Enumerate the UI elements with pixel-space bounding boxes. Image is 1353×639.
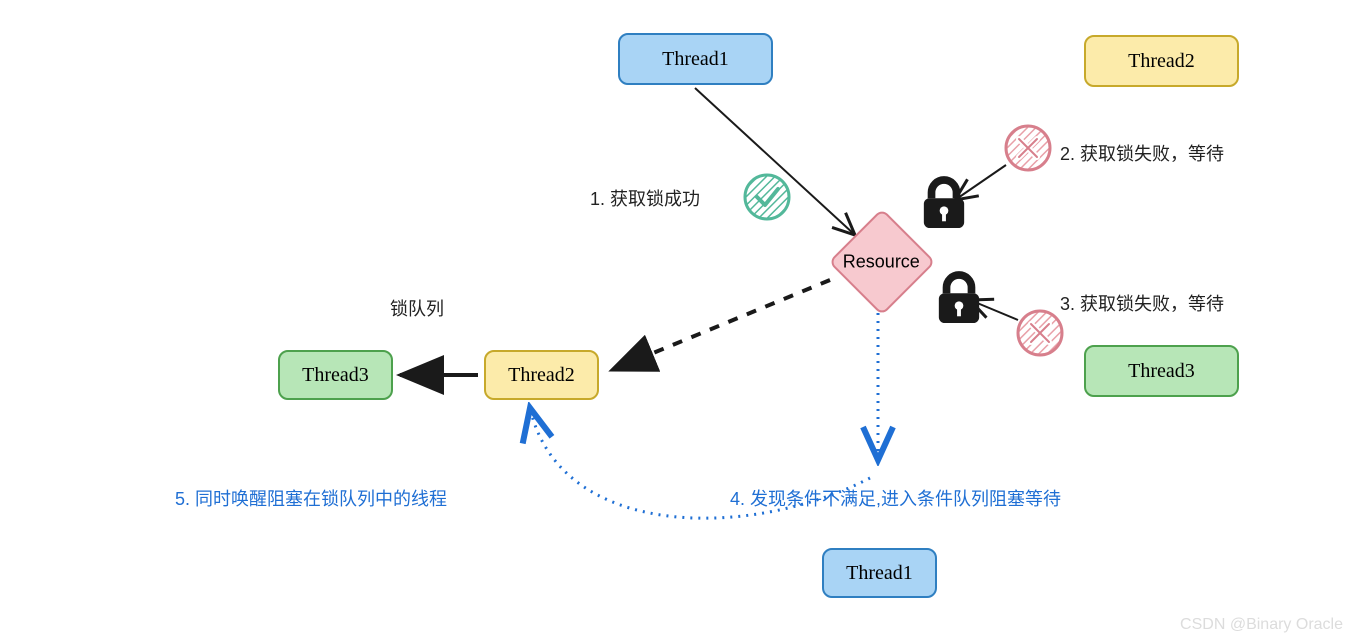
- diagram-svg: [0, 0, 1353, 639]
- label-l2: 2. 获取锁失败，等待: [1060, 140, 1224, 166]
- lock-icon-1: [924, 180, 964, 228]
- node-thread1_bot: Thread1: [822, 548, 937, 598]
- label-l4: 4. 发现条件不满足,进入条件队列阻塞等待: [730, 485, 1061, 511]
- label-l5: 5. 同时唤醒阻塞在锁队列中的线程: [175, 485, 447, 511]
- label-l1: 1. 获取锁成功: [590, 185, 700, 211]
- label-l3: 3. 获取锁失败，等待: [1060, 290, 1224, 316]
- resource-label: Resource: [843, 252, 920, 273]
- cross-icon-1: [1006, 126, 1050, 170]
- label-queue_title: 锁队列: [390, 295, 444, 321]
- check-icon: [745, 175, 789, 219]
- lock-icon-2: [939, 275, 979, 323]
- node-thread1_top: Thread1: [618, 33, 773, 85]
- watermark: CSDN @Binary Oracle: [1180, 616, 1343, 634]
- node-thread2_top: Thread2: [1084, 35, 1239, 87]
- cross-icon-2: [1018, 311, 1062, 355]
- node-thread3_q: Thread3: [278, 350, 393, 400]
- node-thread3_right: Thread3: [1084, 345, 1239, 397]
- node-thread2_q: Thread2: [484, 350, 599, 400]
